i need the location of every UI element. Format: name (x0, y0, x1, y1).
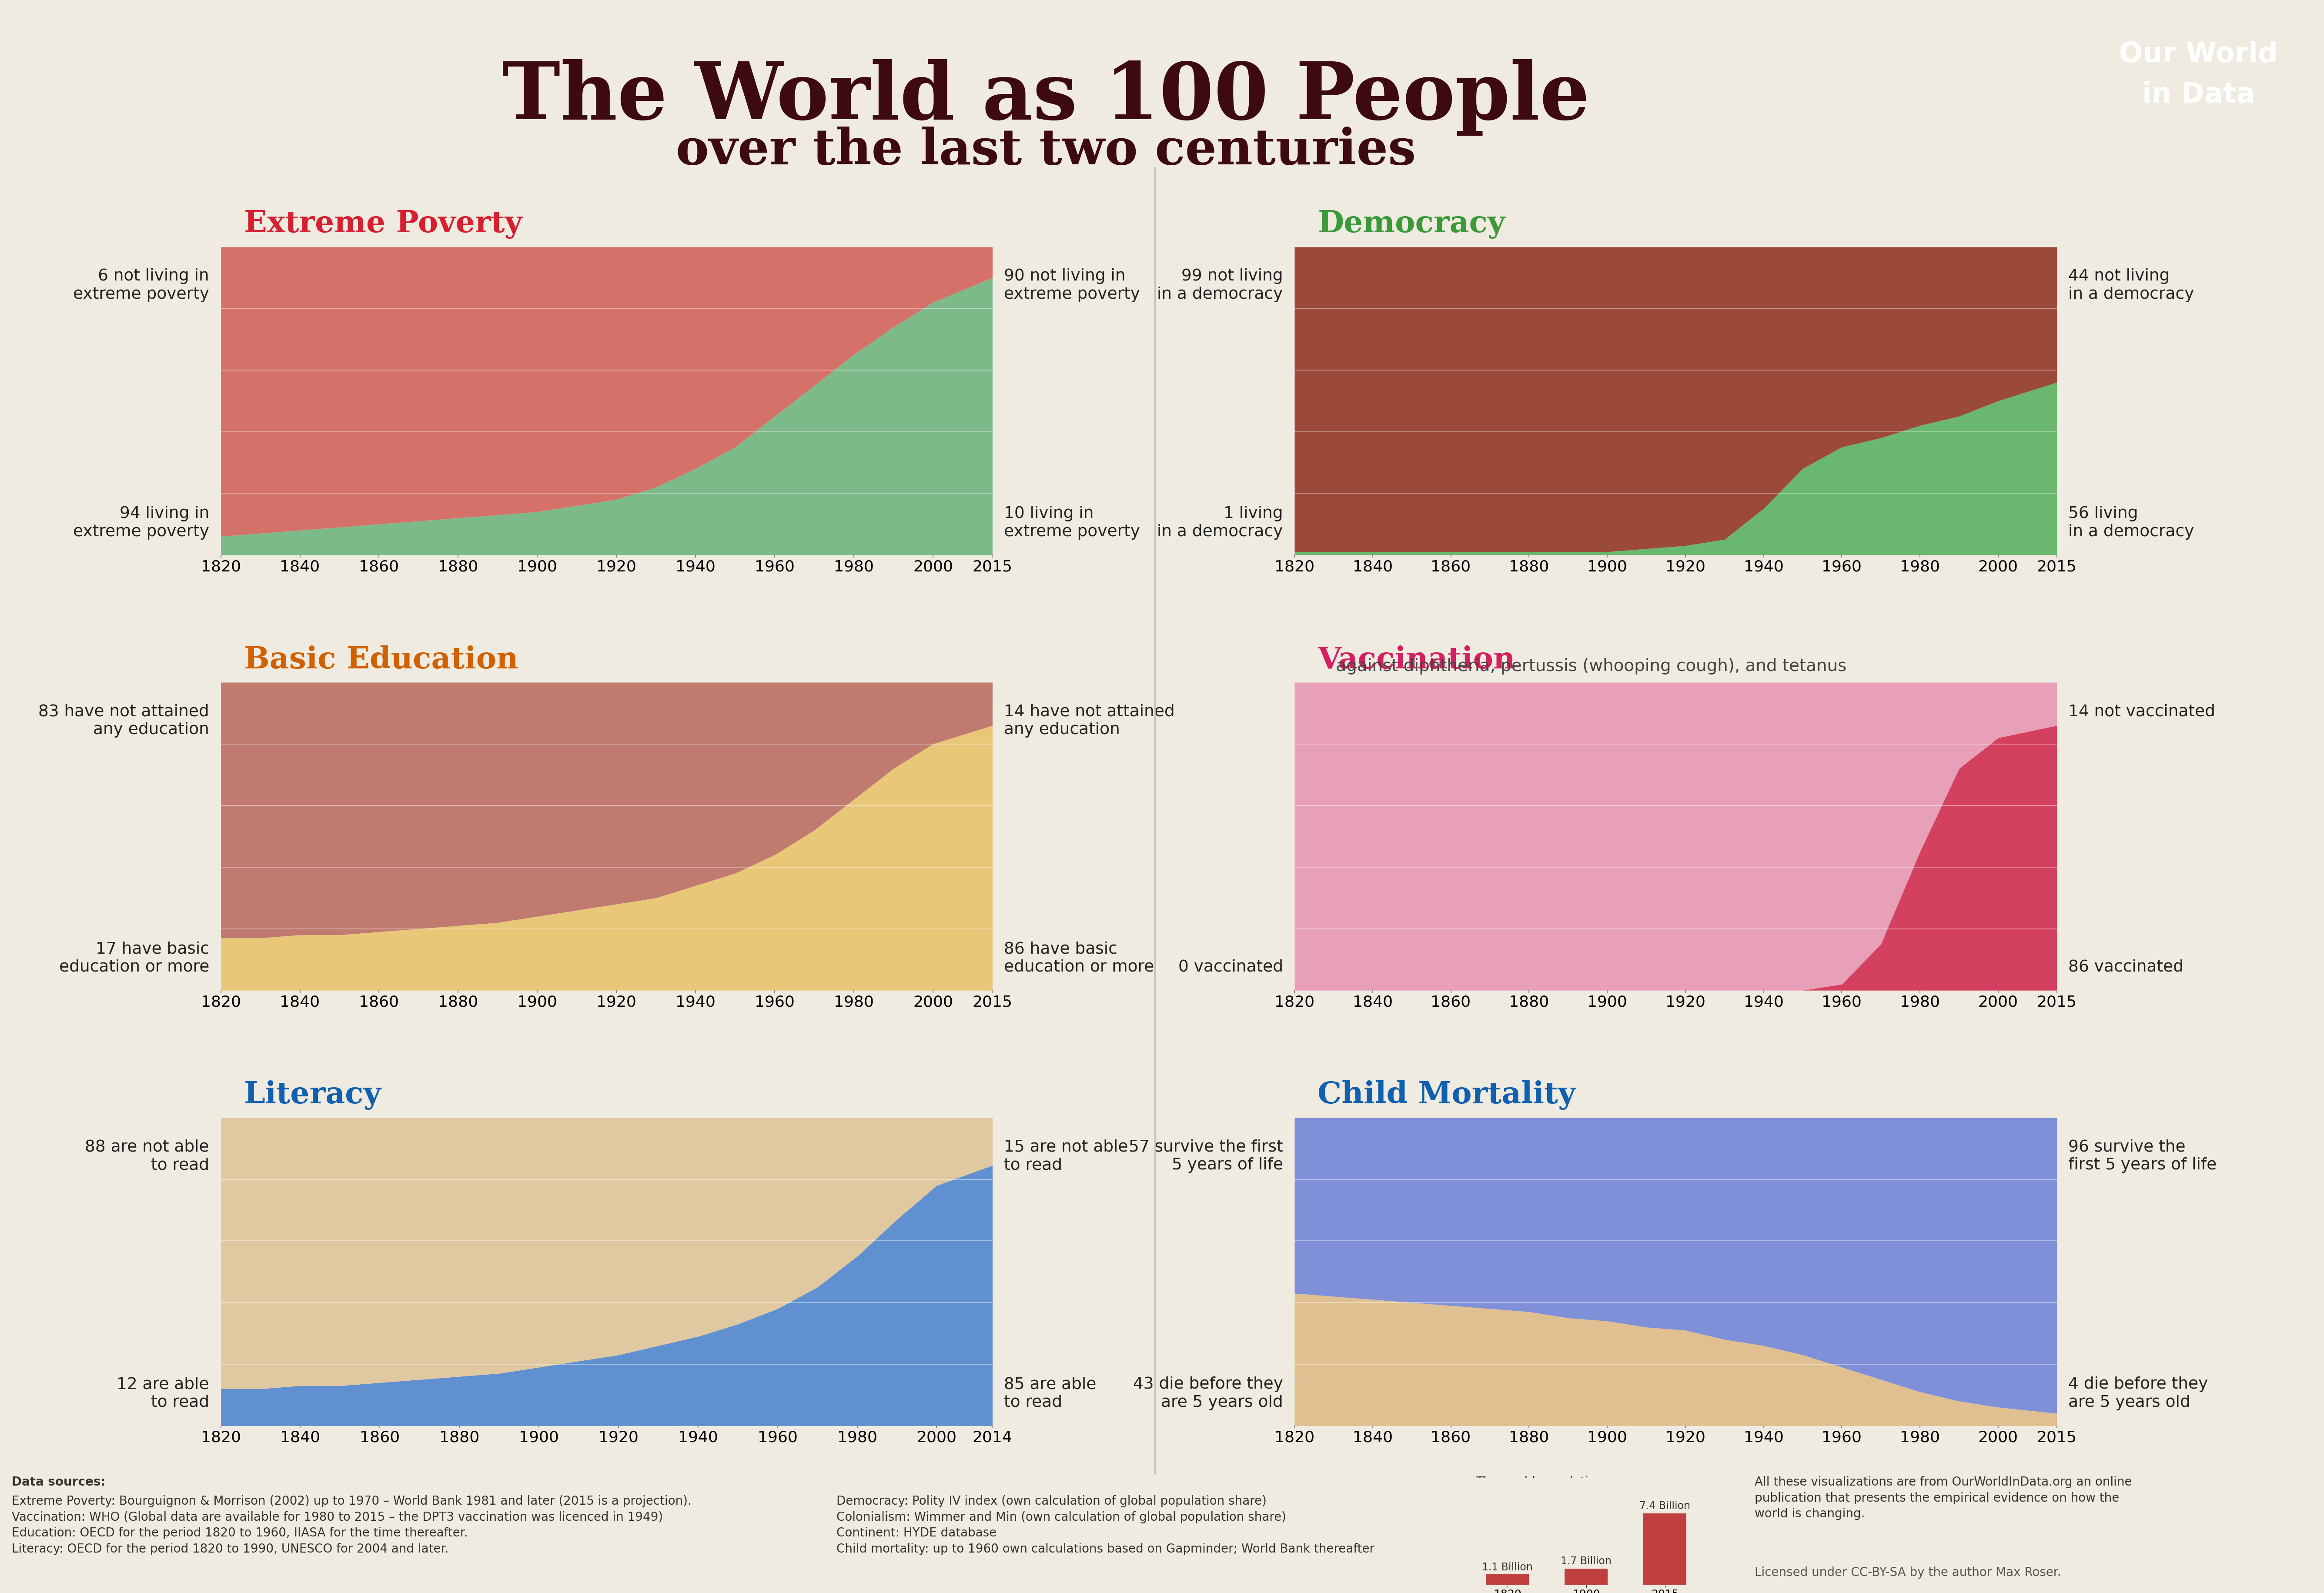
Text: 10 living in
extreme poverty: 10 living in extreme poverty (1004, 505, 1141, 540)
Text: 4 die before they
are 5 years old: 4 die before they are 5 years old (2068, 1376, 2208, 1410)
Bar (1564, 1569, 1608, 1585)
Text: All these visualizations are from OurWorldInData.org an online
publication that : All these visualizations are from OurWor… (1755, 1475, 2131, 1520)
Text: 56 living
in a democracy: 56 living in a democracy (2068, 505, 2194, 540)
Text: Licensed under CC-BY-SA by the author Max Roser.: Licensed under CC-BY-SA by the author Ma… (1755, 1566, 2061, 1579)
Text: The world population
increased 6.8-fold
over these 2 centuries.: The world population increased 6.8-fold … (1476, 1475, 1615, 1520)
Bar (1643, 1513, 1687, 1585)
Text: 83 have not attained
any education: 83 have not attained any education (40, 704, 209, 738)
Text: 1.1 Billion: 1.1 Billion (1483, 1563, 1534, 1572)
Text: 57 survive the first
5 years of life: 57 survive the first 5 years of life (1129, 1139, 1283, 1172)
Text: Extreme Poverty: Extreme Poverty (244, 210, 523, 239)
Text: 86 have basic
education or more: 86 have basic education or more (1004, 941, 1155, 975)
Text: 43 die before they
are 5 years old: 43 die before they are 5 years old (1134, 1376, 1283, 1410)
Text: against diphtheria, pertussis (whooping cough), and tetanus: against diphtheria, pertussis (whooping … (1332, 658, 1848, 674)
Text: 86 vaccinated: 86 vaccinated (2068, 959, 2185, 975)
Text: Child Mortality: Child Mortality (1318, 1080, 1576, 1110)
Text: over the last two centuries: over the last two centuries (676, 126, 1415, 175)
Text: 85 are able
to read: 85 are able to read (1004, 1376, 1097, 1410)
Text: 0 vaccinated: 0 vaccinated (1178, 959, 1283, 975)
Text: Data sources:: Data sources: (12, 1475, 105, 1488)
Text: Our World: Our World (2119, 41, 2278, 67)
Text: in Data: in Data (2143, 81, 2254, 108)
Text: 94 living in
extreme poverty: 94 living in extreme poverty (72, 505, 209, 540)
Text: Vaccination: Vaccination (1318, 645, 1515, 674)
Text: 7.4 Billion: 7.4 Billion (1638, 1501, 1690, 1512)
Text: 1.7 Billion: 1.7 Billion (1562, 1556, 1611, 1566)
Bar (1485, 1574, 1529, 1585)
Text: The World as 100 People: The World as 100 People (502, 59, 1590, 135)
Text: Basic Education: Basic Education (244, 645, 518, 674)
Text: 99 not living
in a democracy: 99 not living in a democracy (1157, 269, 1283, 303)
Text: 44 not living
in a democracy: 44 not living in a democracy (2068, 269, 2194, 303)
Text: 17 have basic
education or more: 17 have basic education or more (58, 941, 209, 975)
Text: Democracy: Democracy (1318, 210, 1506, 239)
Text: 88 are not able
to read: 88 are not able to read (86, 1139, 209, 1172)
Text: 12 are able
to read: 12 are able to read (116, 1376, 209, 1410)
Text: 1 living
in a democracy: 1 living in a democracy (1157, 505, 1283, 540)
Text: 14 not vaccinated: 14 not vaccinated (2068, 704, 2215, 720)
Text: 14 have not attained
any education: 14 have not attained any education (1004, 704, 1174, 738)
Text: 15 are not able
to read: 15 are not able to read (1004, 1139, 1127, 1172)
Text: 90 not living in
extreme poverty: 90 not living in extreme poverty (1004, 269, 1141, 303)
Text: Literacy: Literacy (244, 1080, 381, 1110)
Text: 96 survive the
first 5 years of life: 96 survive the first 5 years of life (2068, 1139, 2217, 1172)
Text: 6 not living in
extreme poverty: 6 not living in extreme poverty (72, 269, 209, 303)
Text: Extreme Poverty: Bourguignon & Morrison (2002) up to 1970 – World Bank 1981 and : Extreme Poverty: Bourguignon & Morrison … (12, 1494, 693, 1555)
Text: Democracy: Polity IV index (own calculation of global population share)
Colonial: Democracy: Polity IV index (own calculat… (837, 1494, 1376, 1555)
